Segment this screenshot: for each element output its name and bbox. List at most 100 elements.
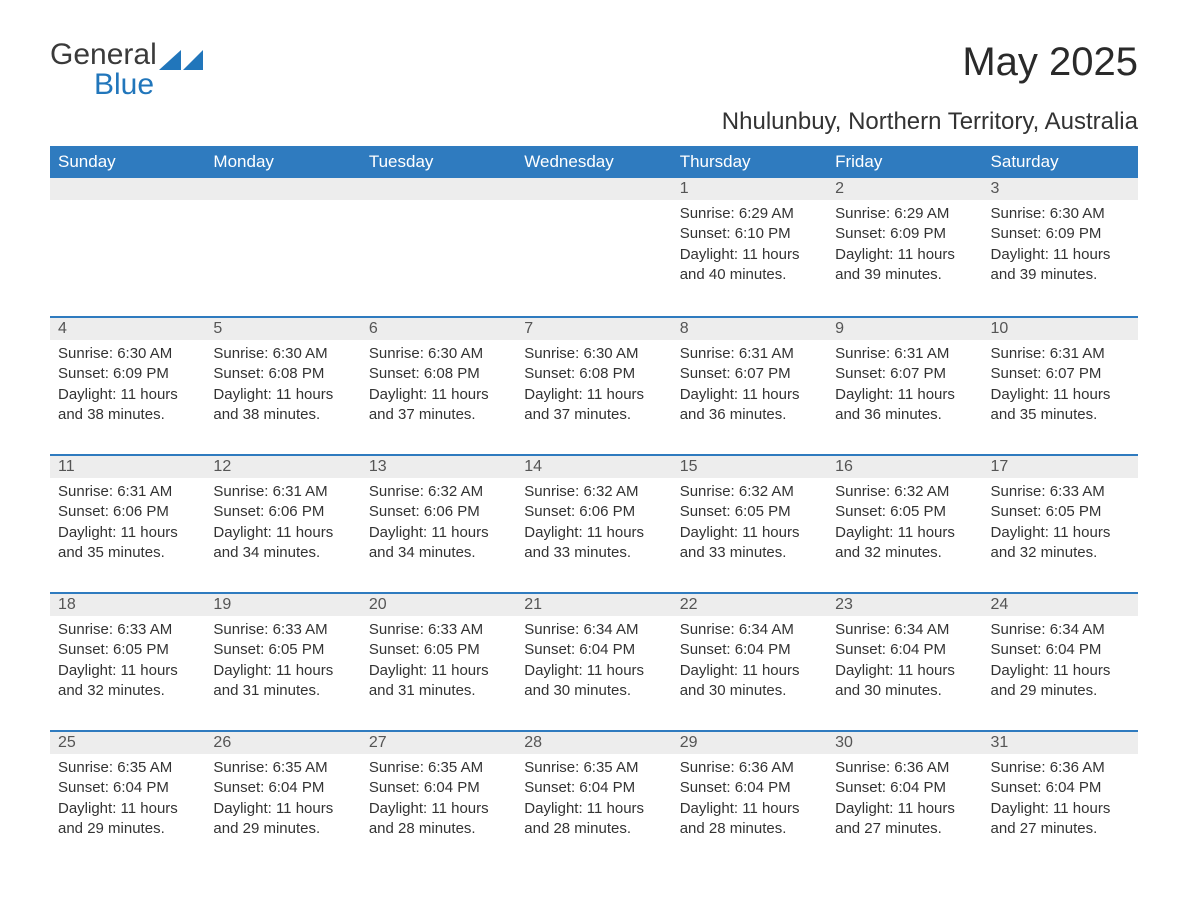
sunrise-line: Sunrise: 6:33 AM [991, 482, 1130, 502]
day-details: Sunrise: 6:34 AMSunset: 6:04 PMDaylight:… [672, 616, 827, 709]
sunset-line: Sunset: 6:04 PM [991, 640, 1130, 660]
day-number: 3 [983, 178, 1138, 200]
daylight-line: Daylight: 11 hours and 35 minutes. [58, 523, 197, 564]
calendar-day-cell: 20Sunrise: 6:33 AMSunset: 6:05 PMDayligh… [361, 592, 516, 730]
calendar-day-cell: 22Sunrise: 6:34 AMSunset: 6:04 PMDayligh… [672, 592, 827, 730]
calendar-day-cell: 11Sunrise: 6:31 AMSunset: 6:06 PMDayligh… [50, 454, 205, 592]
daylight-line: Daylight: 11 hours and 28 minutes. [680, 799, 819, 840]
sunrise-line: Sunrise: 6:30 AM [369, 344, 508, 364]
sunrise-line: Sunrise: 6:31 AM [835, 344, 974, 364]
calendar-week-row: 11Sunrise: 6:31 AMSunset: 6:06 PMDayligh… [50, 454, 1138, 592]
calendar-day-cell: 1Sunrise: 6:29 AMSunset: 6:10 PMDaylight… [672, 178, 827, 316]
day-details: Sunrise: 6:35 AMSunset: 6:04 PMDaylight:… [361, 754, 516, 847]
sunset-line: Sunset: 6:05 PM [991, 502, 1130, 522]
weekday-header: Tuesday [361, 146, 516, 178]
calendar-day-cell: 8Sunrise: 6:31 AMSunset: 6:07 PMDaylight… [672, 316, 827, 454]
daylight-line: Daylight: 11 hours and 30 minutes. [835, 661, 974, 702]
day-number: 19 [205, 592, 360, 616]
calendar-table: SundayMondayTuesdayWednesdayThursdayFrid… [50, 146, 1138, 868]
sunset-line: Sunset: 6:04 PM [58, 778, 197, 798]
daylight-line: Daylight: 11 hours and 37 minutes. [369, 385, 508, 426]
calendar-day-cell: 7Sunrise: 6:30 AMSunset: 6:08 PMDaylight… [516, 316, 671, 454]
sunset-line: Sunset: 6:05 PM [369, 640, 508, 660]
sunset-line: Sunset: 6:06 PM [369, 502, 508, 522]
sunrise-line: Sunrise: 6:34 AM [991, 620, 1130, 640]
sunrise-line: Sunrise: 6:34 AM [835, 620, 974, 640]
day-details: Sunrise: 6:35 AMSunset: 6:04 PMDaylight:… [50, 754, 205, 847]
calendar-day-cell: 16Sunrise: 6:32 AMSunset: 6:05 PMDayligh… [827, 454, 982, 592]
sunrise-line: Sunrise: 6:36 AM [835, 758, 974, 778]
month-title: May 2025 [962, 40, 1138, 85]
day-details: Sunrise: 6:35 AMSunset: 6:04 PMDaylight:… [205, 754, 360, 847]
daylight-line: Daylight: 11 hours and 36 minutes. [680, 385, 819, 426]
sunrise-line: Sunrise: 6:33 AM [213, 620, 352, 640]
daylight-line: Daylight: 11 hours and 33 minutes. [680, 523, 819, 564]
sunrise-line: Sunrise: 6:35 AM [213, 758, 352, 778]
calendar-day-cell: 23Sunrise: 6:34 AMSunset: 6:04 PMDayligh… [827, 592, 982, 730]
day-details: Sunrise: 6:30 AMSunset: 6:08 PMDaylight:… [361, 340, 516, 433]
sunset-line: Sunset: 6:06 PM [213, 502, 352, 522]
calendar-day-cell: 4Sunrise: 6:30 AMSunset: 6:09 PMDaylight… [50, 316, 205, 454]
sunrise-line: Sunrise: 6:31 AM [58, 482, 197, 502]
calendar-day-cell: 28Sunrise: 6:35 AMSunset: 6:04 PMDayligh… [516, 730, 671, 868]
day-number: 25 [50, 730, 205, 754]
day-number: 17 [983, 454, 1138, 478]
sunset-line: Sunset: 6:04 PM [680, 778, 819, 798]
sunrise-line: Sunrise: 6:32 AM [524, 482, 663, 502]
day-number: 16 [827, 454, 982, 478]
sunset-line: Sunset: 6:04 PM [524, 778, 663, 798]
day-details: Sunrise: 6:34 AMSunset: 6:04 PMDaylight:… [983, 616, 1138, 709]
day-details: Sunrise: 6:34 AMSunset: 6:04 PMDaylight:… [827, 616, 982, 709]
sunrise-line: Sunrise: 6:29 AM [835, 204, 974, 224]
calendar-day-cell: 13Sunrise: 6:32 AMSunset: 6:06 PMDayligh… [361, 454, 516, 592]
daylight-line: Daylight: 11 hours and 32 minutes. [835, 523, 974, 564]
day-details: Sunrise: 6:35 AMSunset: 6:04 PMDaylight:… [516, 754, 671, 847]
calendar-day-cell: 31Sunrise: 6:36 AMSunset: 6:04 PMDayligh… [983, 730, 1138, 868]
day-details: Sunrise: 6:31 AMSunset: 6:07 PMDaylight:… [983, 340, 1138, 433]
calendar-week-row: 4Sunrise: 6:30 AMSunset: 6:09 PMDaylight… [50, 316, 1138, 454]
calendar-day-cell [361, 178, 516, 316]
empty-day-header [50, 178, 205, 200]
sunset-line: Sunset: 6:04 PM [991, 778, 1130, 798]
daylight-line: Daylight: 11 hours and 35 minutes. [991, 385, 1130, 426]
daylight-line: Daylight: 11 hours and 39 minutes. [835, 245, 974, 286]
daylight-line: Daylight: 11 hours and 39 minutes. [991, 245, 1130, 286]
sunrise-line: Sunrise: 6:30 AM [991, 204, 1130, 224]
sunrise-line: Sunrise: 6:35 AM [58, 758, 197, 778]
sunset-line: Sunset: 6:07 PM [680, 364, 819, 384]
sunset-line: Sunset: 6:04 PM [369, 778, 508, 798]
sunrise-line: Sunrise: 6:35 AM [524, 758, 663, 778]
day-details: Sunrise: 6:30 AMSunset: 6:09 PMDaylight:… [50, 340, 205, 433]
calendar-week-row: 25Sunrise: 6:35 AMSunset: 6:04 PMDayligh… [50, 730, 1138, 868]
sunrise-line: Sunrise: 6:36 AM [991, 758, 1130, 778]
sunset-line: Sunset: 6:04 PM [835, 640, 974, 660]
sunset-line: Sunset: 6:08 PM [369, 364, 508, 384]
calendar-day-cell: 10Sunrise: 6:31 AMSunset: 6:07 PMDayligh… [983, 316, 1138, 454]
sunrise-line: Sunrise: 6:30 AM [213, 344, 352, 364]
day-number: 23 [827, 592, 982, 616]
day-number: 10 [983, 316, 1138, 340]
daylight-line: Daylight: 11 hours and 34 minutes. [369, 523, 508, 564]
sunrise-line: Sunrise: 6:31 AM [680, 344, 819, 364]
calendar-day-cell: 5Sunrise: 6:30 AMSunset: 6:08 PMDaylight… [205, 316, 360, 454]
weekday-header: Sunday [50, 146, 205, 178]
sunset-line: Sunset: 6:06 PM [58, 502, 197, 522]
day-number: 15 [672, 454, 827, 478]
daylight-line: Daylight: 11 hours and 33 minutes. [524, 523, 663, 564]
weekday-header-row: SundayMondayTuesdayWednesdayThursdayFrid… [50, 146, 1138, 178]
calendar-day-cell: 21Sunrise: 6:34 AMSunset: 6:04 PMDayligh… [516, 592, 671, 730]
day-number: 18 [50, 592, 205, 616]
brand-word1: General [50, 38, 157, 71]
daylight-line: Daylight: 11 hours and 32 minutes. [58, 661, 197, 702]
day-details: Sunrise: 6:30 AMSunset: 6:09 PMDaylight:… [983, 200, 1138, 293]
calendar-day-cell: 6Sunrise: 6:30 AMSunset: 6:08 PMDaylight… [361, 316, 516, 454]
sunset-line: Sunset: 6:07 PM [991, 364, 1130, 384]
day-number: 7 [516, 316, 671, 340]
calendar-day-cell: 15Sunrise: 6:32 AMSunset: 6:05 PMDayligh… [672, 454, 827, 592]
day-number: 26 [205, 730, 360, 754]
day-details: Sunrise: 6:36 AMSunset: 6:04 PMDaylight:… [827, 754, 982, 847]
day-number: 31 [983, 730, 1138, 754]
location-text: Nhulunbuy, Northern Territory, Australia [50, 108, 1138, 136]
calendar-day-cell [50, 178, 205, 316]
daylight-line: Daylight: 11 hours and 38 minutes. [213, 385, 352, 426]
